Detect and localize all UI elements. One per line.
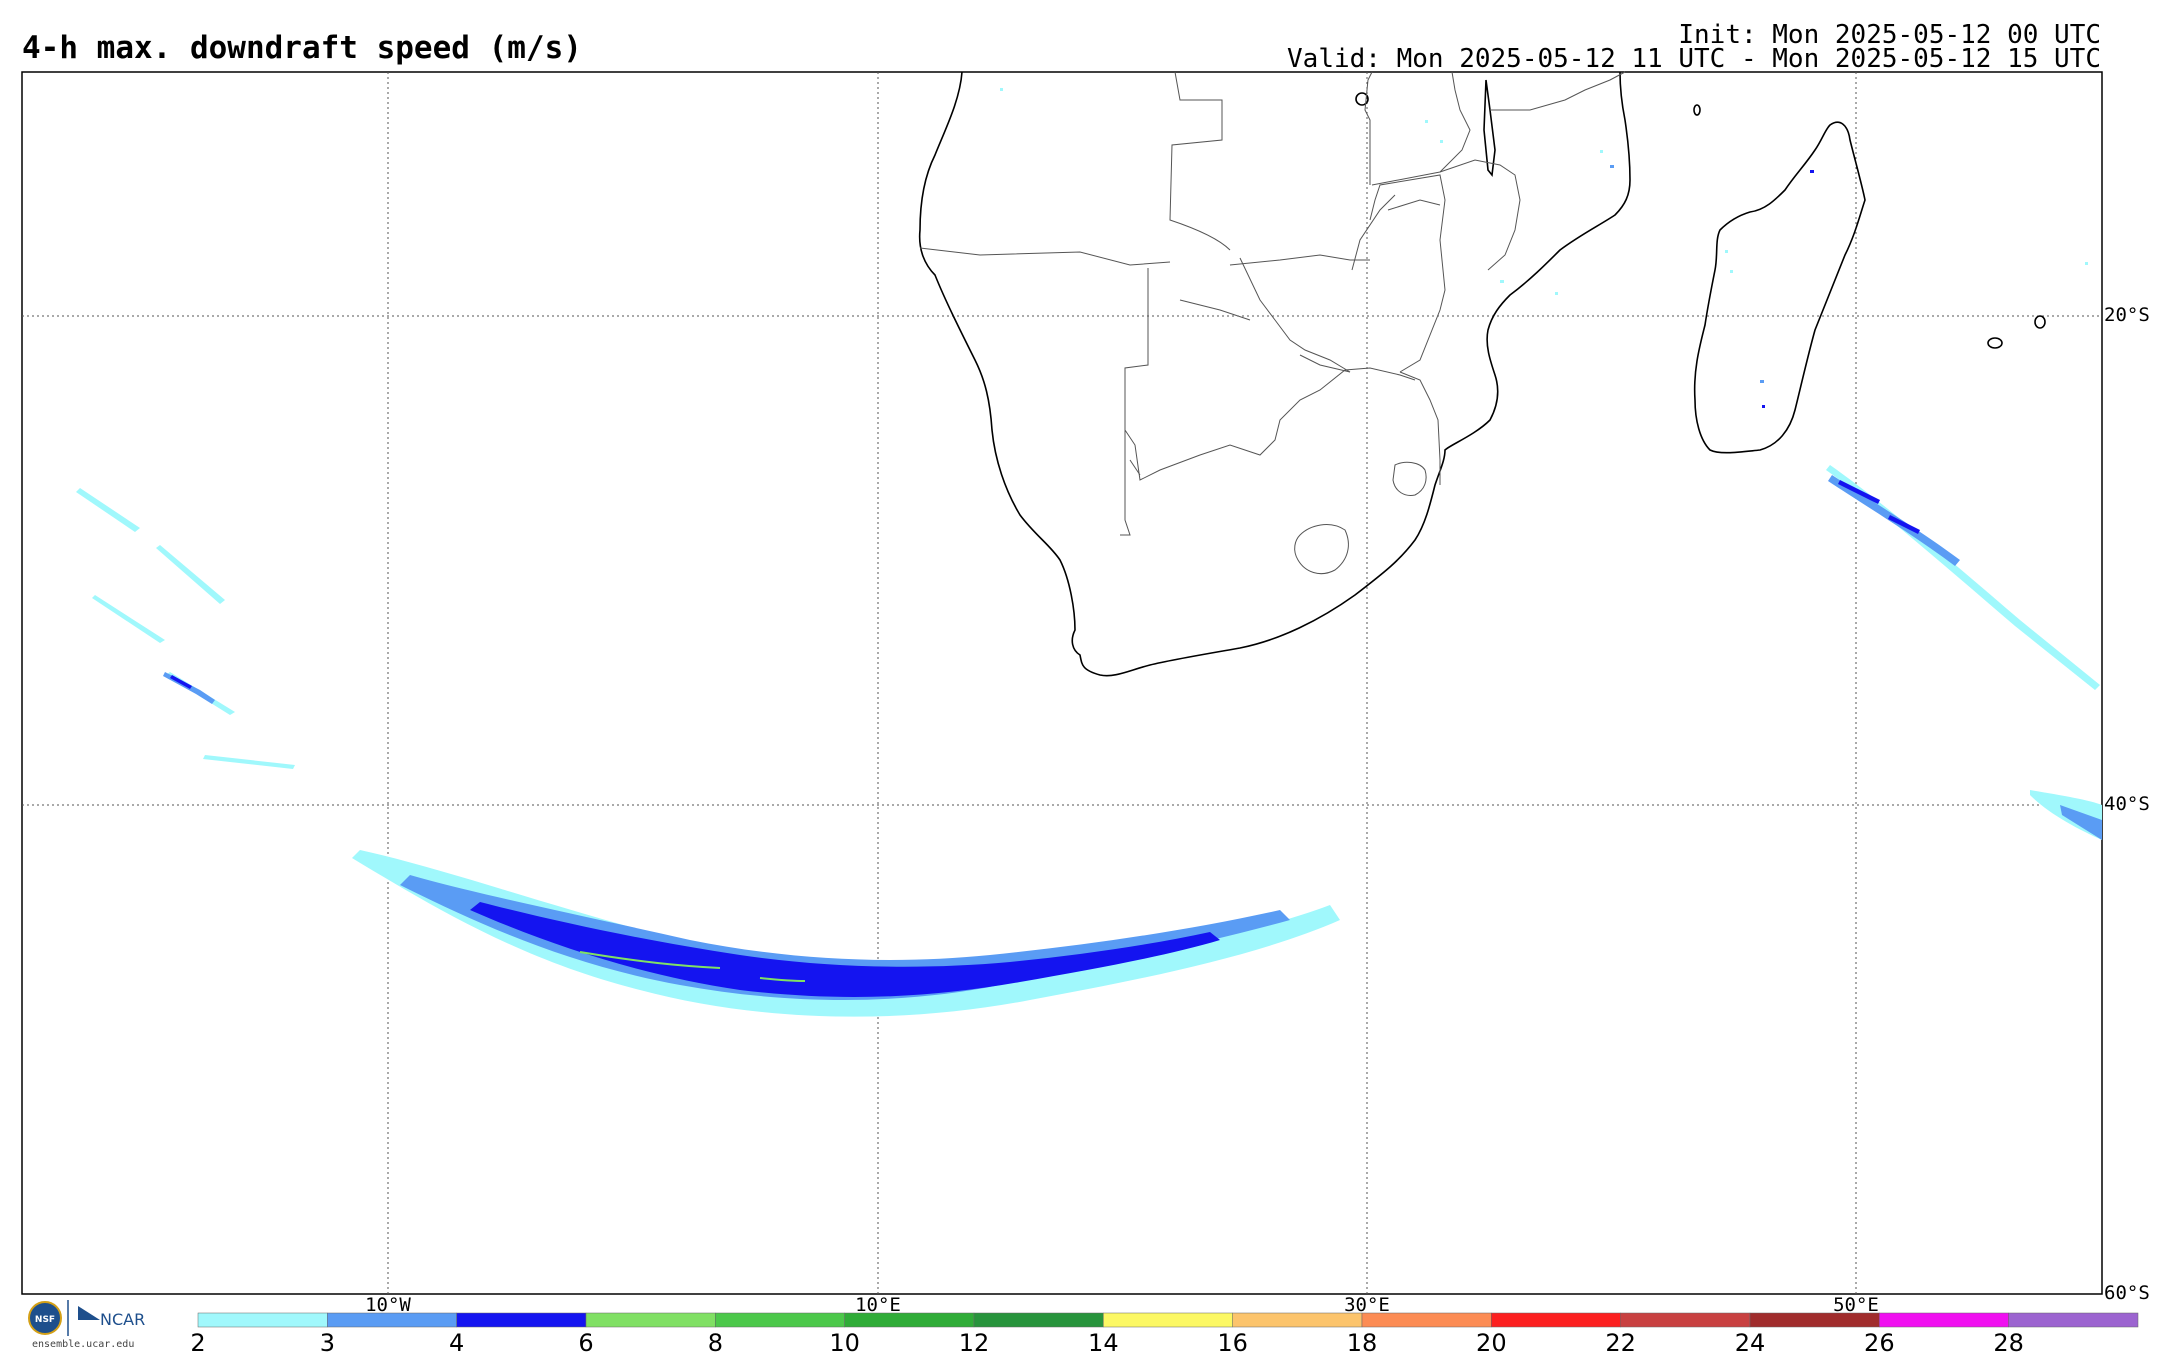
colorbar-tick-label: 2 [190, 1329, 205, 1354]
colorbar-tick-label: 3 [320, 1329, 335, 1354]
colorbar-tick-label: 28 [1993, 1329, 2024, 1354]
colorbar-tick-label: 12 [959, 1329, 990, 1354]
colorbar-segment [456, 1312, 587, 1328]
colorbar: 2 3 4 6 8 10 12 14 16 18 20 22 24 26 28 [190, 1312, 2139, 1354]
downdraft-band-atlantic [352, 850, 1340, 1017]
valid-time: Valid: Mon 2025-05-12 11 UTC - Mon 2025-… [1287, 44, 2101, 74]
colorbar-tick-label: 18 [1347, 1329, 1378, 1354]
svg-text:NSF: NSF [35, 1315, 55, 1325]
colorbar-tick-label: 8 [708, 1329, 723, 1354]
lat-labels: 20°S 40°S 60°S [2104, 304, 2150, 1304]
colorbar-tick-label: 16 [1217, 1329, 1248, 1354]
lat-label-20s: 20°S [2104, 304, 2150, 326]
colorbar-tick-label: 24 [1735, 1329, 1766, 1354]
colorbar-tick-label: 26 [1864, 1329, 1895, 1354]
colorbar-segment [1232, 1312, 1363, 1328]
map-title: 4-h max. downdraft speed (m/s) [22, 30, 582, 66]
colorbar-segment [715, 1312, 845, 1328]
ncar-icon [78, 1306, 100, 1320]
lon-labels: 10°W 10°E 30°E 50°E [365, 1294, 1879, 1316]
colorbar-segment [1620, 1312, 1751, 1328]
colorbar-segment [973, 1312, 1104, 1328]
downdraft-specks-land [1000, 88, 2088, 408]
lon-label-50e: 50°E [1833, 1294, 1879, 1316]
colorbar-tick-label: 6 [578, 1329, 593, 1354]
colorbar-tick-label: 14 [1088, 1329, 1119, 1354]
downdraft-streaks-west [76, 488, 295, 769]
colorbar-segment [197, 1312, 328, 1328]
colorbar-segment [1491, 1312, 1621, 1328]
colorbar-segment [1103, 1312, 1233, 1328]
colorbar-tick-label: 22 [1605, 1329, 1636, 1354]
colorbar-segment [844, 1312, 975, 1328]
country-borders [919, 71, 1626, 575]
logo-url: ensemble.ucar.edu [32, 1339, 135, 1350]
colorbar-segment [1361, 1312, 1492, 1328]
lat-label-60s: 60°S [2104, 1282, 2150, 1304]
map-frame [21, 71, 2103, 1295]
colorbar-segment [327, 1312, 457, 1328]
lon-label-10w: 10°W [365, 1294, 411, 1316]
svg-text:NCAR: NCAR [100, 1310, 145, 1329]
colorbar-segment [2008, 1312, 2139, 1328]
graticule [22, 72, 2102, 1294]
colorbar-tick-label: 10 [829, 1329, 860, 1354]
nsf-globe-icon [29, 1302, 61, 1334]
nsf-ncar-logo: NSF NCAR [28, 1300, 145, 1336]
colorbar-segment [1879, 1312, 2009, 1328]
colorbar-tick-label: 20 [1476, 1329, 1507, 1354]
colorbar-segment [585, 1312, 716, 1328]
colorbar-segment [1749, 1312, 1880, 1328]
init-time: Init: Mon 2025-05-12 00 UTC [1678, 20, 2101, 50]
colorbar-tick-label: 4 [449, 1329, 464, 1354]
downdraft-streaks-east [1826, 465, 2102, 840]
lon-label-30e: 30°E [1344, 1294, 1390, 1316]
lat-label-40s: 40°S [2104, 793, 2150, 815]
lon-label-10e: 10°E [855, 1294, 901, 1316]
